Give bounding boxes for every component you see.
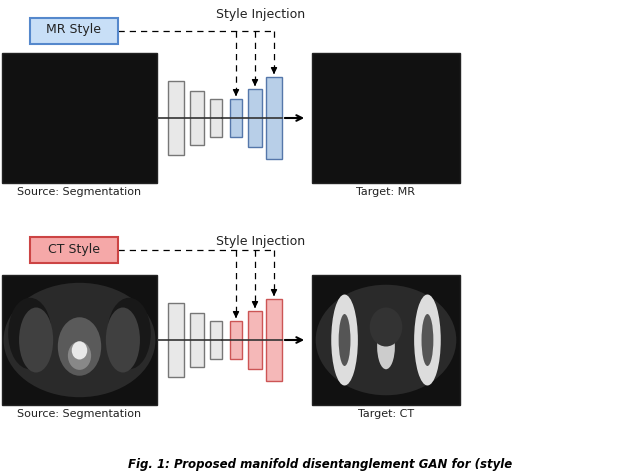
Bar bbox=[168, 303, 184, 377]
Ellipse shape bbox=[106, 86, 140, 150]
Text: Target: CT: Target: CT bbox=[358, 409, 414, 419]
Bar bbox=[2, 275, 157, 405]
Bar bbox=[230, 99, 242, 137]
Bar bbox=[230, 321, 242, 359]
Ellipse shape bbox=[370, 307, 403, 347]
Ellipse shape bbox=[377, 324, 395, 369]
Bar bbox=[2, 53, 157, 183]
Ellipse shape bbox=[106, 307, 140, 373]
Text: Source: Segmentation: Source: Segmentation bbox=[17, 187, 141, 197]
Ellipse shape bbox=[4, 283, 156, 397]
Text: Style Injection: Style Injection bbox=[216, 8, 305, 21]
Bar bbox=[190, 91, 204, 145]
Bar bbox=[266, 299, 282, 381]
Text: Fig. 1: Proposed manifold disentanglement GAN for (style: Fig. 1: Proposed manifold disentanglemen… bbox=[128, 458, 512, 471]
Text: MR Style: MR Style bbox=[47, 24, 102, 36]
Bar bbox=[30, 237, 118, 263]
Ellipse shape bbox=[351, 132, 371, 156]
Ellipse shape bbox=[414, 295, 441, 385]
Bar bbox=[312, 53, 460, 183]
Text: Target: MR: Target: MR bbox=[356, 187, 415, 197]
Text: Style Injection: Style Injection bbox=[216, 235, 305, 248]
Ellipse shape bbox=[72, 119, 87, 138]
Ellipse shape bbox=[8, 298, 52, 369]
Ellipse shape bbox=[414, 83, 447, 148]
Ellipse shape bbox=[68, 119, 91, 148]
Bar bbox=[248, 89, 262, 147]
Ellipse shape bbox=[4, 61, 156, 175]
Ellipse shape bbox=[332, 295, 358, 385]
Ellipse shape bbox=[316, 61, 456, 175]
Ellipse shape bbox=[58, 317, 101, 376]
Bar bbox=[312, 275, 460, 405]
Ellipse shape bbox=[367, 92, 404, 144]
Ellipse shape bbox=[325, 83, 358, 148]
Ellipse shape bbox=[316, 285, 456, 395]
Bar bbox=[210, 99, 222, 137]
Ellipse shape bbox=[108, 76, 151, 147]
Ellipse shape bbox=[58, 95, 101, 154]
Bar bbox=[266, 77, 282, 159]
Bar bbox=[210, 321, 222, 359]
Text: Source: Segmentation: Source: Segmentation bbox=[17, 409, 141, 419]
Bar bbox=[248, 311, 262, 369]
Bar bbox=[168, 81, 184, 155]
Ellipse shape bbox=[19, 307, 53, 373]
Bar bbox=[190, 313, 204, 367]
Ellipse shape bbox=[108, 298, 151, 369]
Ellipse shape bbox=[339, 314, 351, 366]
Ellipse shape bbox=[422, 314, 433, 366]
Ellipse shape bbox=[401, 132, 422, 156]
Text: CT Style: CT Style bbox=[48, 243, 100, 255]
Ellipse shape bbox=[72, 342, 87, 359]
Ellipse shape bbox=[68, 342, 91, 370]
Ellipse shape bbox=[19, 86, 53, 150]
Bar bbox=[30, 18, 118, 44]
Ellipse shape bbox=[8, 76, 52, 147]
Ellipse shape bbox=[377, 115, 395, 134]
